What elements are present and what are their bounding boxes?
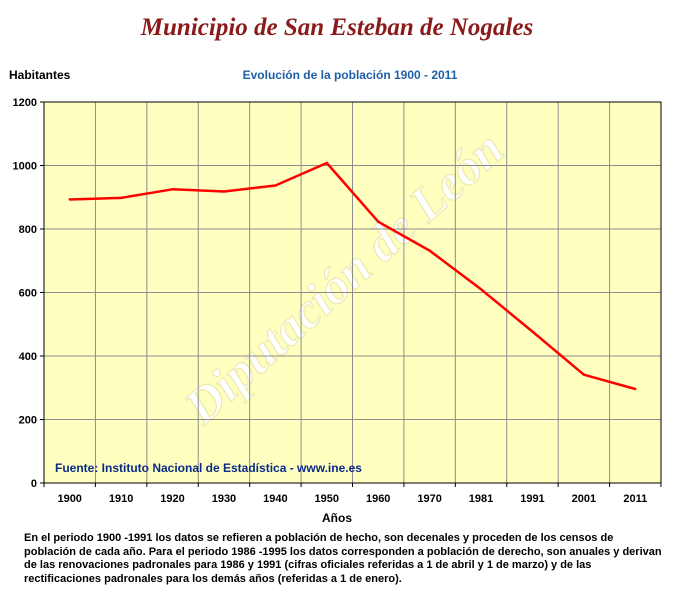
y-tick-label: 1200 (13, 97, 37, 109)
x-tick-label: 1900 (57, 493, 81, 505)
x-tick-label: 2001 (572, 493, 596, 505)
data-point (531, 330, 534, 333)
x-tick-label: 1940 (263, 493, 287, 505)
x-tick-label: 1930 (212, 493, 236, 505)
x-tick-label: 1981 (469, 493, 493, 505)
x-tick-label: 1960 (366, 493, 390, 505)
data-point (582, 373, 586, 376)
data-point (634, 387, 637, 391)
y-tick-label: 1000 (13, 161, 37, 173)
data-point (428, 249, 431, 252)
y-tick-label: 400 (19, 351, 37, 363)
x-tick-label: 1910 (109, 493, 133, 505)
source-note: Fuente: Instituto Nacional de Estadístic… (55, 461, 362, 475)
x-tick-label: 1991 (520, 493, 544, 505)
data-point (274, 184, 277, 187)
x-tick-label: 1920 (160, 493, 184, 505)
y-tick-label: 800 (19, 224, 37, 236)
y-tick-label: 200 (19, 415, 37, 427)
y-axis-title: Habitantes (9, 68, 71, 82)
footnote: En el periodo 1900 -1991 los datos se re… (24, 532, 662, 585)
x-tick-label: 1970 (417, 493, 441, 505)
data-point (222, 190, 226, 193)
x-axis-title: Años (322, 511, 352, 525)
data-point (377, 220, 380, 223)
data-point (325, 161, 328, 165)
data-point (171, 188, 174, 191)
page-title: Municipio de San Esteban de Nogales (140, 14, 534, 41)
data-point (479, 288, 483, 291)
y-tick-label: 0 (31, 478, 37, 490)
y-tick-label: 600 (19, 288, 37, 300)
chart-subtitle: Evolución de la población 1900 - 2011 (242, 68, 458, 82)
data-point (119, 196, 123, 200)
x-tick-label: 2011 (623, 493, 647, 505)
plot-frame (43, 101, 662, 484)
data-point (68, 198, 71, 201)
population-series-line (69, 161, 636, 391)
x-tick-label: 1950 (315, 493, 339, 505)
